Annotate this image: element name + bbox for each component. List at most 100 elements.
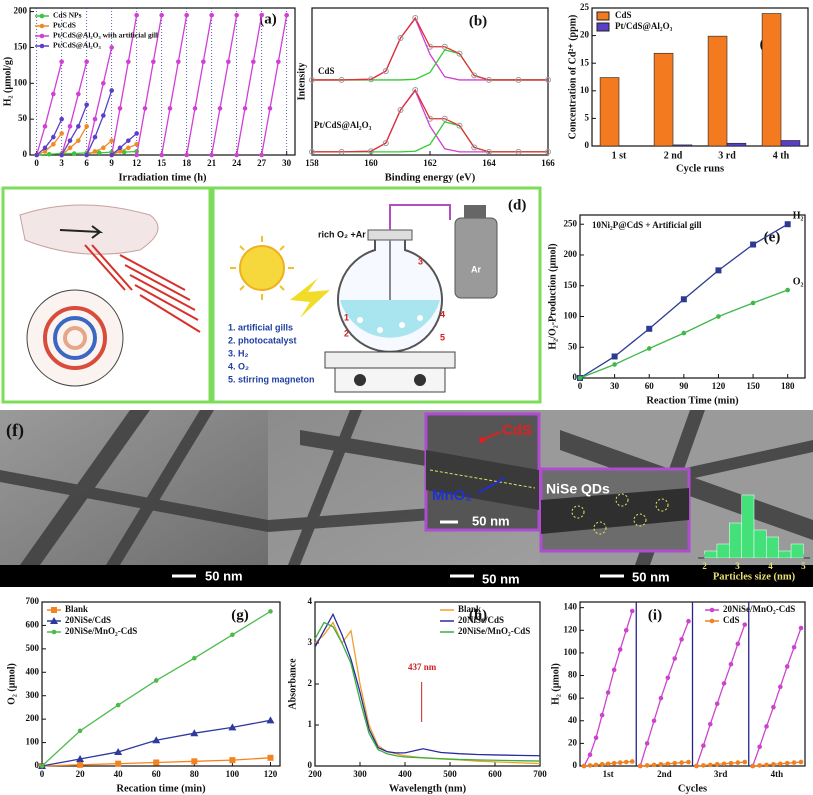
marker	[764, 724, 769, 729]
marker	[637, 763, 643, 769]
marker	[750, 241, 757, 248]
y-tick-label: 3	[308, 637, 313, 647]
scale-bar-label: 50 nm	[632, 569, 670, 584]
legend-marker	[39, 33, 45, 39]
x-tick-label: 12	[132, 158, 142, 168]
marker	[209, 152, 214, 158]
marker	[382, 68, 389, 75]
data-line	[695, 624, 746, 767]
y-tick-label: 150	[14, 42, 28, 52]
marker	[268, 609, 273, 614]
marker	[427, 115, 433, 122]
marker	[167, 106, 173, 111]
legend-item: 2. photocatalyst	[228, 335, 297, 345]
series-label: H₂	[793, 211, 804, 222]
legend-label: CdS	[723, 615, 740, 625]
y-axis-label: Absorbance	[287, 658, 298, 710]
marker	[599, 712, 605, 718]
y-tick-label: 0	[35, 760, 40, 770]
x-tick-label: 6	[84, 158, 89, 168]
marker	[441, 43, 448, 50]
legend-marker	[39, 23, 45, 29]
marker	[707, 762, 713, 768]
gas-label: rich O₂ +Ar	[318, 229, 366, 239]
marker	[728, 661, 734, 667]
marker	[92, 149, 98, 154]
panel-label: (b)	[469, 13, 487, 29]
data-line	[314, 612, 541, 757]
x-tick-label: 3	[735, 561, 740, 571]
marker	[153, 678, 159, 683]
x-axis-label: Wavelength (nm)	[389, 783, 467, 794]
bar	[780, 140, 801, 147]
marker	[226, 59, 231, 65]
marker	[34, 152, 39, 158]
marker	[242, 106, 248, 111]
marker	[771, 762, 776, 767]
marker	[798, 625, 804, 631]
cylinder-label: Ar	[471, 264, 481, 274]
marker	[109, 88, 114, 93]
x-tick-label: 0	[578, 381, 583, 391]
marker	[757, 763, 762, 768]
marker	[427, 43, 433, 50]
y-tick-label: 700	[26, 596, 40, 606]
data-line	[36, 15, 288, 156]
scale-bar-label: 50 nm	[482, 571, 520, 586]
marker	[192, 106, 198, 111]
marker	[201, 59, 206, 65]
marker	[778, 684, 783, 690]
y-tick-label: 100	[564, 647, 578, 657]
marker	[51, 91, 56, 97]
y-tick-label: 200	[564, 249, 578, 259]
x-axis-label: Binding energy (eV)	[385, 172, 476, 183]
y-tick-label: 100	[26, 737, 40, 747]
marker	[611, 353, 618, 360]
marker	[259, 152, 264, 158]
x-tick-label: 15	[157, 158, 167, 168]
y-axis-label: H₂ (μmol)	[550, 663, 561, 705]
legend-label: 20NiSe/MnO₂-CdS	[458, 626, 530, 636]
y-tick-label: 2	[308, 678, 313, 688]
marker	[757, 744, 762, 750]
legend-item: 1. artificial gills	[228, 322, 293, 332]
marker	[71, 151, 77, 156]
data-line	[314, 621, 541, 762]
marker	[117, 149, 123, 154]
data-line	[752, 627, 802, 767]
y-tick-label: 0	[573, 372, 578, 382]
marker	[76, 138, 81, 143]
y-axis-label: Intensity	[296, 63, 307, 101]
x-axis-label: Particles size (nm)	[713, 571, 796, 582]
panel-label: (f)	[6, 420, 24, 441]
x-tick-label: 180	[781, 381, 795, 391]
marker	[114, 747, 123, 755]
legend-item: 4. O₂	[228, 361, 249, 371]
y-tick-label: 400	[26, 666, 40, 676]
y-tick-label: 40	[568, 715, 578, 725]
marker	[486, 76, 492, 83]
marker	[184, 12, 189, 18]
marker	[251, 59, 256, 65]
marker	[368, 148, 374, 155]
marker	[742, 622, 748, 627]
legend-label: 20NiSe/CdS	[458, 615, 504, 625]
y-tick-label: 4	[308, 596, 313, 606]
marker	[764, 762, 769, 768]
panel-label: (h)	[469, 607, 487, 623]
x-tick-label: 100	[226, 769, 240, 779]
marker	[581, 763, 587, 769]
y-tick-label: 100	[14, 77, 28, 87]
legend-marker	[39, 13, 45, 19]
x-tick-label: 3	[59, 158, 64, 168]
inset-scale-label: 50 nm	[472, 513, 510, 528]
legend-label: CdS	[615, 10, 632, 20]
y-tick-label: 10	[580, 85, 590, 95]
marker	[190, 729, 199, 737]
x-tick-label: 166	[541, 158, 555, 168]
y-tick-label: 120	[564, 624, 578, 634]
marker	[151, 59, 156, 65]
legend-label: 20NiSe/MnO₂-CdS	[723, 604, 795, 614]
plot-frame	[41, 601, 281, 767]
x-tick-label: 2 nd	[664, 150, 683, 161]
